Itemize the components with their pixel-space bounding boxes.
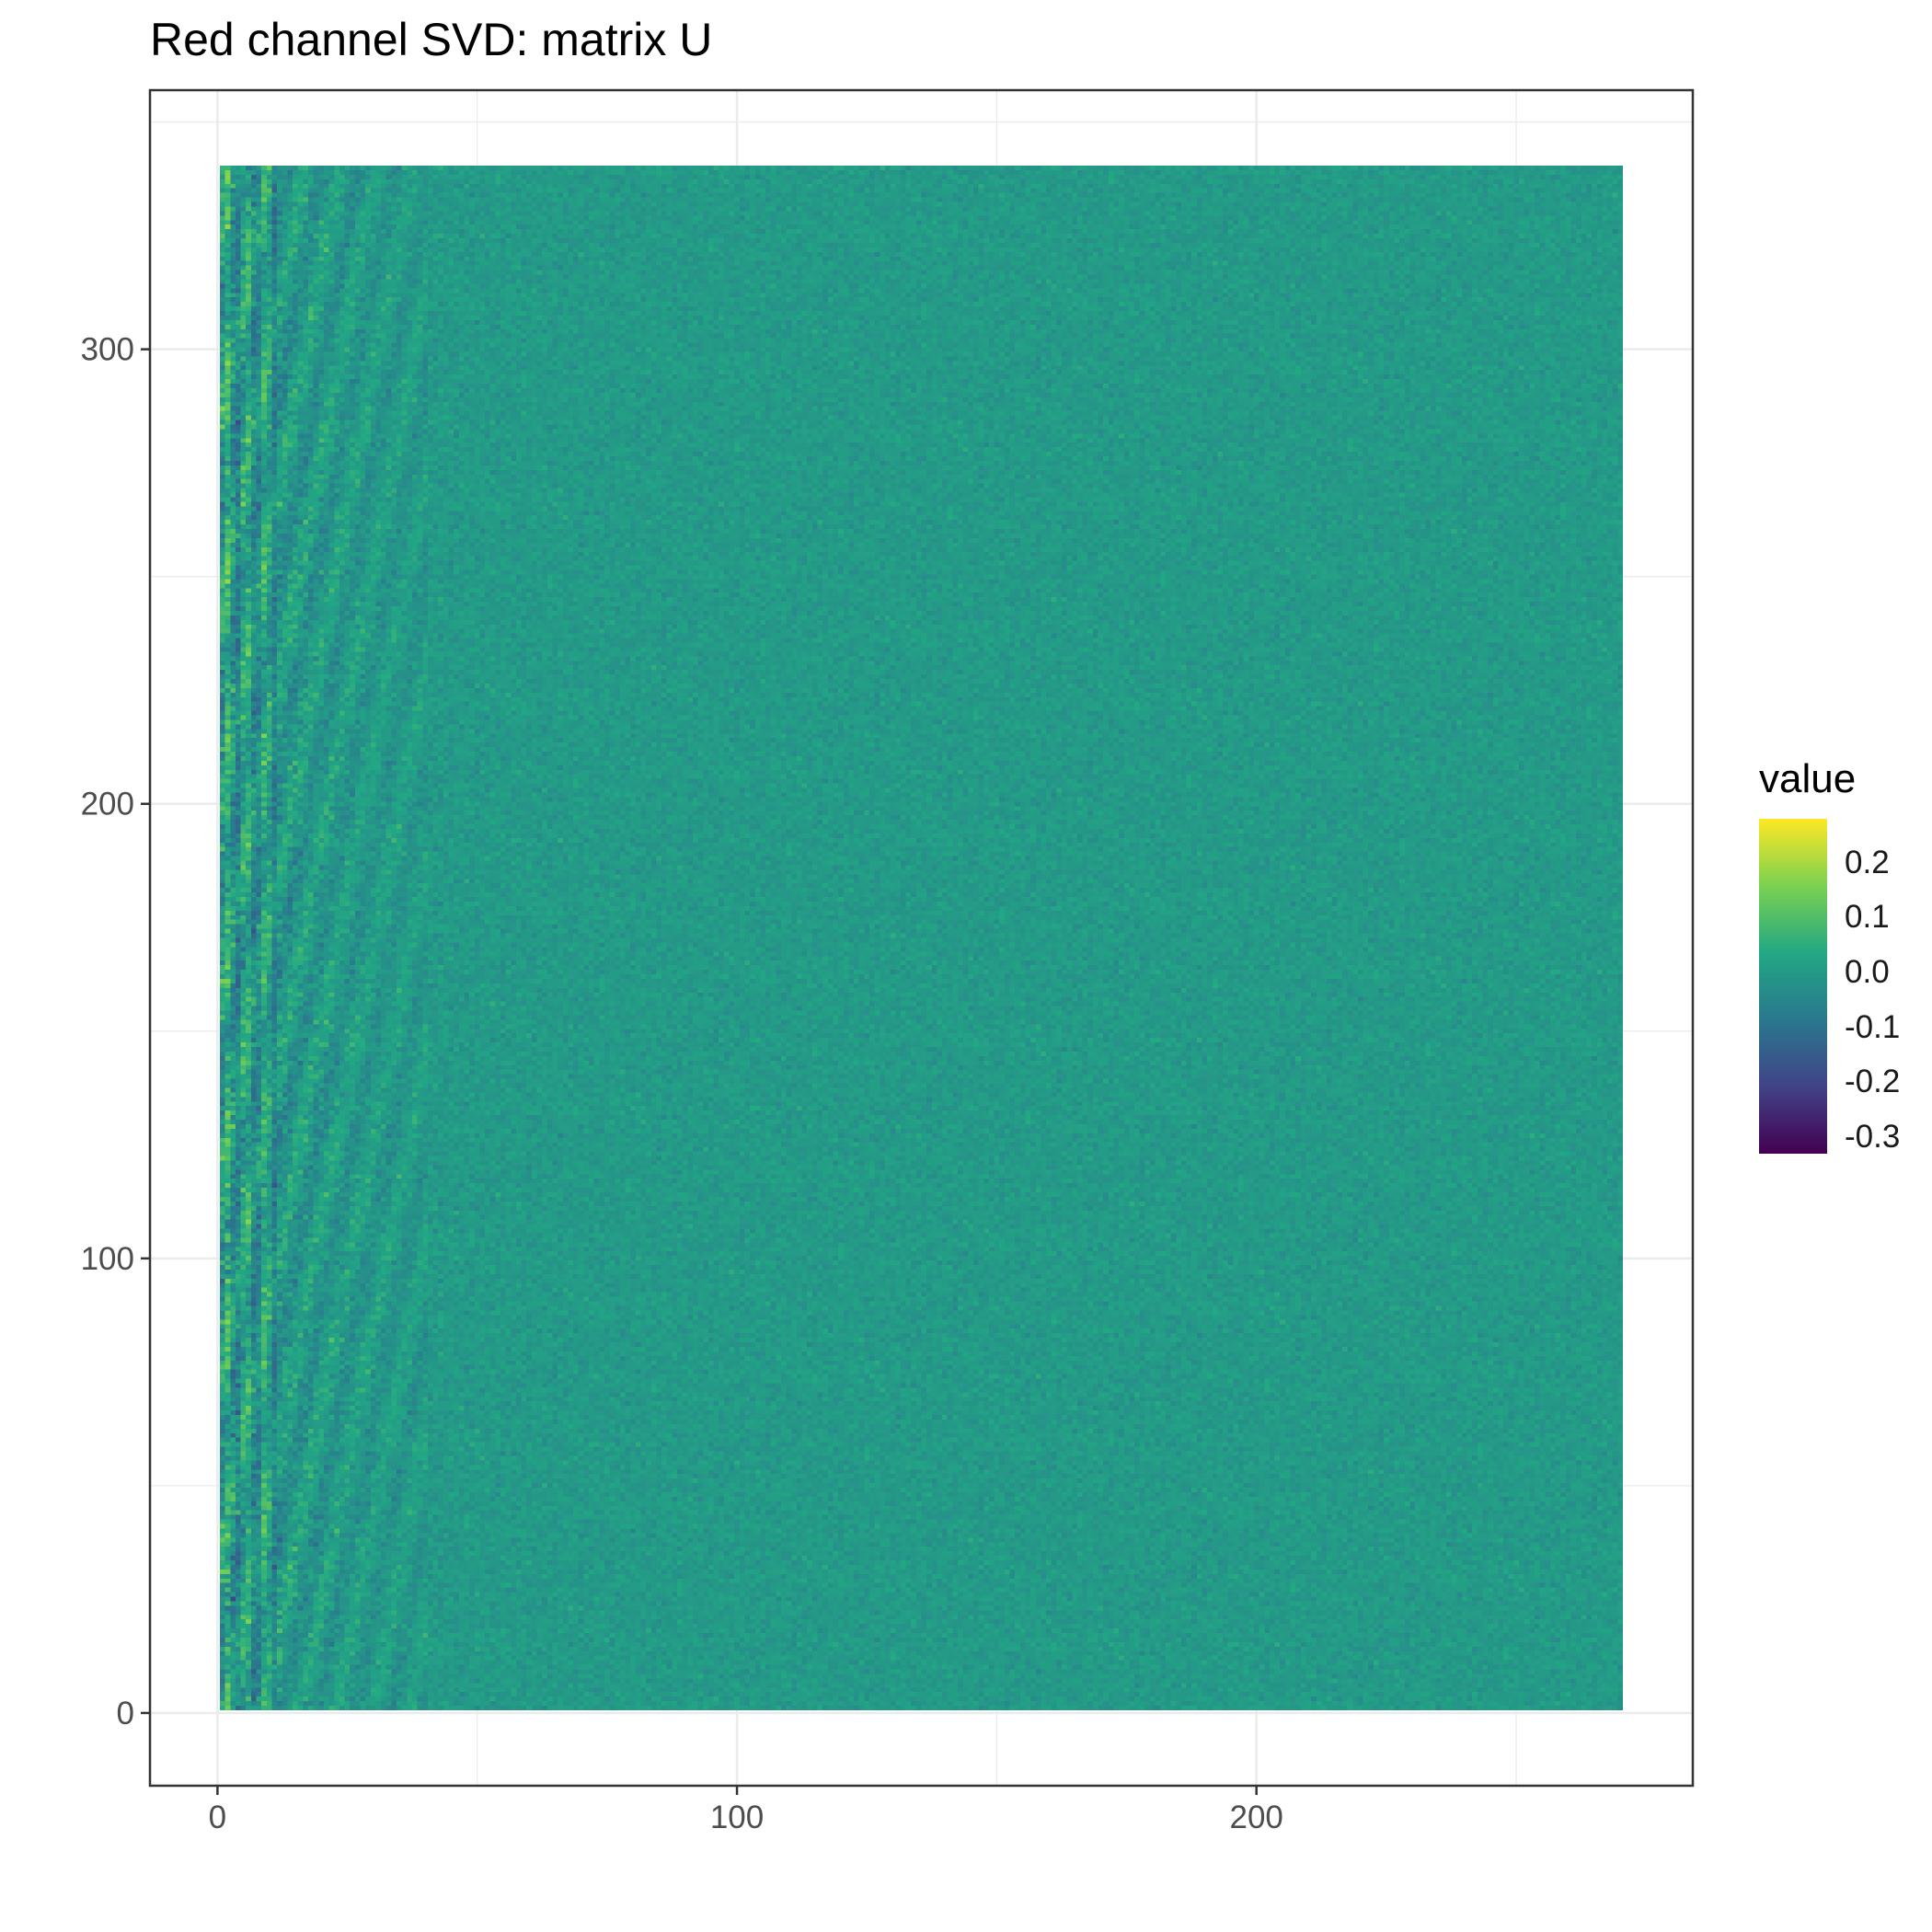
legend-tick-label: -0.3 [1845,1119,1901,1156]
legend-tick-label: 0.1 [1845,899,1890,936]
y-tick-label: 0 [117,1696,134,1731]
legend-tick-label: 0.0 [1845,954,1890,991]
y-tick-label: 200 [81,787,134,822]
chart-title: Red channel SVD: matrix U [150,14,713,65]
legend-title: value [1759,756,1857,801]
axes: 0 100 200 0 100 200 300 [81,332,1283,1835]
x-tick-label: 0 [209,1800,226,1835]
panel-border [148,88,1695,1788]
y-tick-label: 300 [81,332,134,368]
heatmap-tiles [220,165,1623,1711]
legend-tick-label: 0.2 [1845,844,1890,880]
legend-tick-label: -0.2 [1845,1064,1901,1100]
y-tick-label: 100 [81,1241,134,1277]
legend-tick-label: -0.1 [1845,1008,1901,1045]
x-tick-label: 100 [710,1800,764,1835]
x-tick-label: 200 [1229,1800,1282,1835]
legend-colorbar [1759,819,1827,1154]
